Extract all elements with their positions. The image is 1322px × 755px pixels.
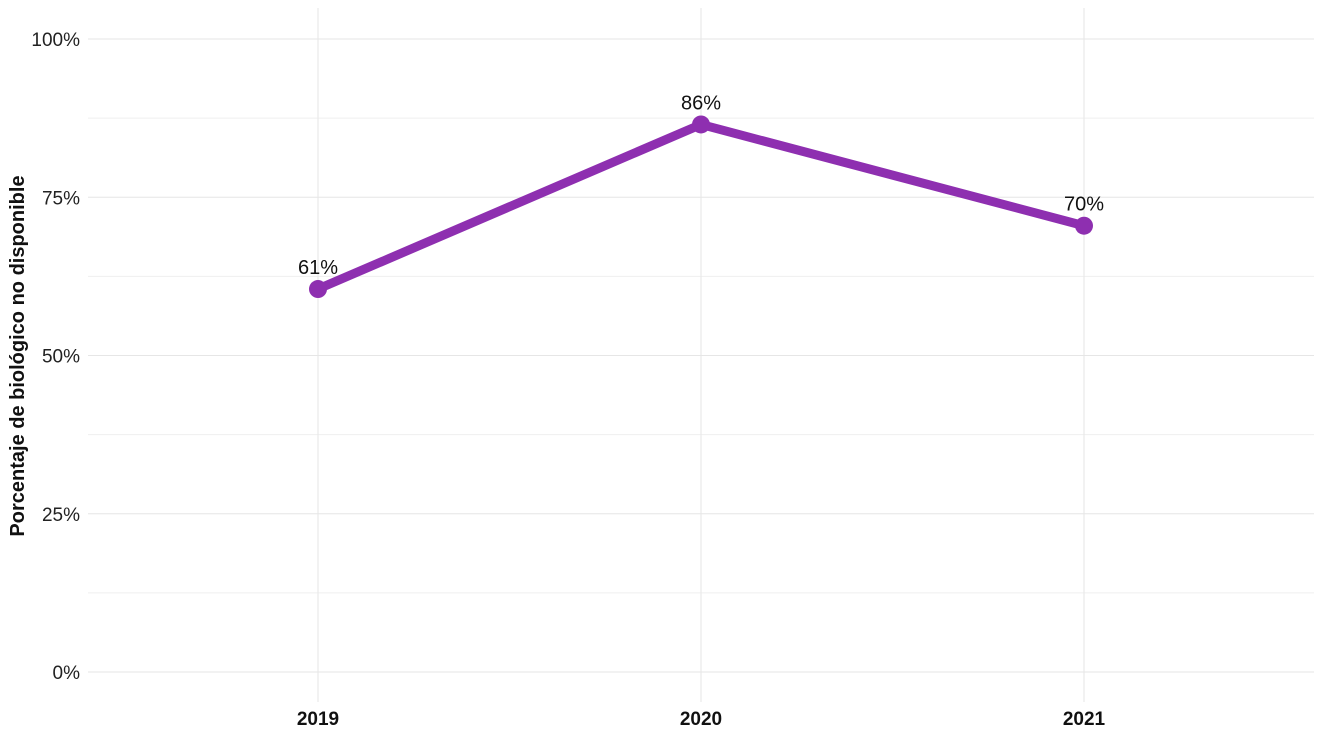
y-tick-label: 50% (42, 347, 80, 368)
y-tick-label: 0% (53, 663, 81, 684)
data-label: 70% (1064, 194, 1104, 216)
y-tick-label: 25% (42, 505, 80, 526)
data-label: 86% (681, 92, 721, 114)
data-label: 61% (298, 257, 338, 279)
x-tick-label: 2019 (297, 709, 339, 730)
series (309, 115, 1093, 299)
data-point (309, 280, 327, 299)
y-axis-label: Porcentaje de biológico no disponible (7, 175, 29, 536)
x-tick-label: 2020 (680, 709, 722, 730)
x-axis-ticks: 2019 2020 2021 (297, 709, 1106, 730)
data-point (1075, 216, 1093, 235)
data-point (692, 115, 710, 134)
y-tick-label: 75% (42, 188, 80, 209)
data-labels: 61% 86% 70% (298, 92, 1104, 279)
y-tick-label: 100% (31, 30, 80, 51)
x-tick-label: 2021 (1063, 709, 1106, 730)
y-axis-ticks: 0% 25% 50% 75% 100% (31, 30, 80, 684)
